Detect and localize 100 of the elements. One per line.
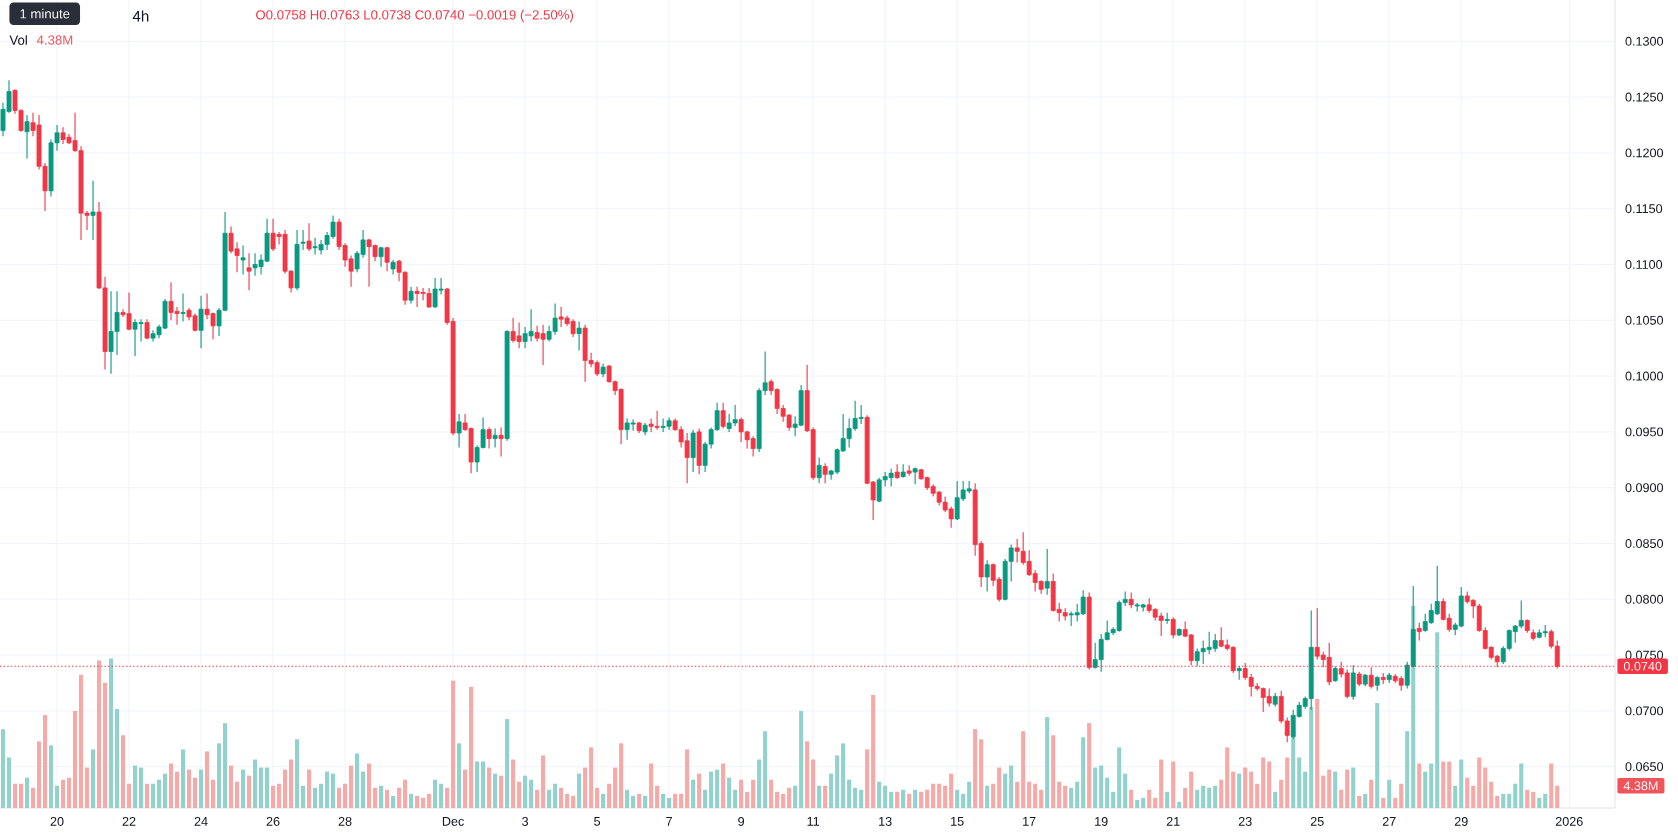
bar <box>265 767 270 808</box>
x-tick-label: 17 <box>1023 816 1036 826</box>
bar <box>847 779 852 808</box>
bar <box>325 771 330 808</box>
bar <box>643 795 648 808</box>
bar <box>433 779 438 808</box>
candlestick <box>240 244 246 276</box>
bar <box>138 767 144 808</box>
candlestick <box>576 320 582 351</box>
candlestick <box>486 426 492 450</box>
bar <box>955 789 960 808</box>
bar <box>499 775 504 808</box>
bar <box>120 735 126 808</box>
bar <box>301 785 306 808</box>
candlestick <box>24 114 30 160</box>
bar <box>835 755 840 808</box>
bar <box>1123 773 1128 808</box>
bar <box>1363 793 1368 808</box>
bar <box>679 793 684 808</box>
bar <box>709 771 714 808</box>
bar <box>391 795 396 808</box>
bar <box>361 771 366 808</box>
bar <box>1147 789 1152 808</box>
bar <box>1261 757 1266 808</box>
bar <box>6 757 12 808</box>
x-tick-label: 3 <box>522 816 529 826</box>
bar <box>1405 731 1410 808</box>
bar <box>186 769 192 808</box>
candlestick <box>816 457 822 484</box>
text: O0.0758 H0.0763 L0.0738 C0.0740 −0.0019 (−2.50%) <box>256 9 574 23</box>
bar <box>859 789 864 808</box>
bar <box>90 749 96 808</box>
bar <box>763 731 768 808</box>
bar <box>1021 731 1026 808</box>
bar <box>1027 781 1032 808</box>
y-tick-label: 0.1000 <box>1625 371 1664 381</box>
bar <box>1099 765 1104 808</box>
bar <box>811 759 816 808</box>
candlestick <box>180 292 186 322</box>
bar <box>1069 787 1074 808</box>
bar <box>241 769 246 808</box>
bar <box>877 781 882 808</box>
bar <box>114 709 120 808</box>
bar <box>1375 702 1380 808</box>
bar <box>271 785 276 808</box>
bar <box>181 749 186 808</box>
chart-title: Vol <box>9 35 27 45</box>
bar <box>799 711 804 808</box>
bar <box>1387 779 1392 808</box>
x-tick-label: 9 <box>738 816 745 826</box>
bar <box>415 795 420 808</box>
bar <box>12 783 18 808</box>
candlestick <box>1170 616 1176 639</box>
bar <box>541 755 546 808</box>
bar <box>619 743 624 808</box>
bar <box>307 769 312 808</box>
candlestick <box>900 463 906 479</box>
bar <box>1495 795 1500 808</box>
bar <box>943 785 948 808</box>
bar <box>1369 779 1374 808</box>
bar <box>1141 797 1146 808</box>
bar <box>1501 793 1506 808</box>
bar <box>1513 783 1518 808</box>
bar <box>1243 767 1248 808</box>
bar <box>343 783 348 808</box>
bar <box>1543 793 1548 808</box>
bar <box>1117 747 1122 808</box>
bar <box>1033 783 1038 808</box>
annotation: 1 minute <box>20 8 70 19</box>
bar <box>1351 767 1356 808</box>
candlestick <box>1350 664 1356 701</box>
bar <box>1399 783 1404 808</box>
bar <box>1057 781 1062 808</box>
bar <box>649 763 654 808</box>
bar <box>397 787 402 808</box>
bar <box>961 793 966 808</box>
x-tick-label: 23 <box>1238 816 1252 826</box>
bar <box>451 680 456 808</box>
bar <box>1219 779 1224 808</box>
bar <box>1225 747 1230 808</box>
bar <box>1231 771 1236 808</box>
x-tick-label: 7 <box>666 816 672 826</box>
bar <box>505 719 510 808</box>
bar <box>553 783 558 808</box>
bar <box>967 781 972 808</box>
bar <box>1051 735 1056 808</box>
bar <box>1555 785 1560 808</box>
x-tick-label: 20 <box>50 816 64 826</box>
bar <box>1009 765 1014 808</box>
bar <box>895 791 900 808</box>
bar <box>78 674 84 808</box>
bar <box>607 783 612 808</box>
bar <box>1303 771 1308 808</box>
bar <box>283 769 288 808</box>
bar <box>126 783 132 808</box>
candlestick <box>498 426 504 457</box>
bar <box>1249 771 1254 808</box>
bar <box>559 787 564 808</box>
bar <box>1285 757 1290 808</box>
bar <box>493 773 498 808</box>
